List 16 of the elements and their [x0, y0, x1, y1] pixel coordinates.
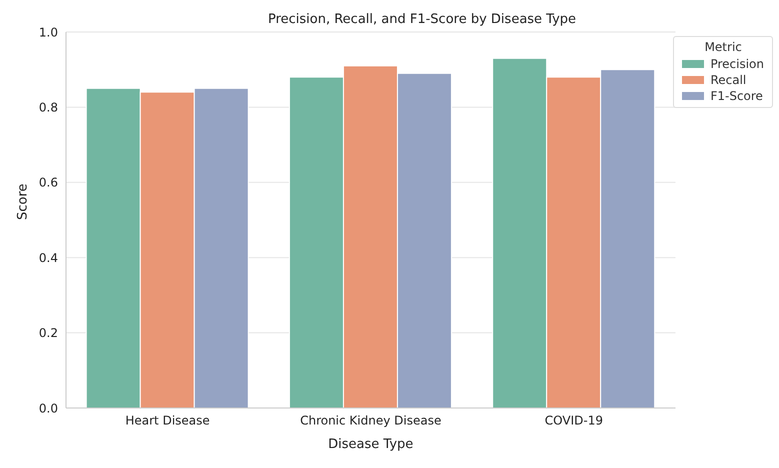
legend-label: Precision	[710, 56, 764, 72]
legend-label: F1-Score	[710, 88, 763, 104]
y-tick-label: 0.2	[38, 326, 58, 340]
x-axis-title: Disease Type	[328, 437, 414, 452]
legend-label: Recall	[710, 72, 746, 88]
x-tick-label: COVID-19	[544, 414, 603, 428]
x-tick-label: Chronic Kidney Disease	[300, 414, 442, 428]
y-tick-label: 0.0	[38, 401, 58, 416]
y-tick-label: 0.8	[38, 100, 58, 114]
y-tick-label: 0.4	[38, 250, 58, 265]
y-tick-label: 0.6	[38, 176, 58, 190]
legend-title: Metric	[704, 40, 743, 54]
y-tick-label: 1.0	[38, 25, 58, 40]
chart-title: Precision, Recall, and F1-Score by Disease Type	[266, 12, 578, 27]
y-axis-title: Score	[16, 184, 31, 220]
x-tick-label: Heart Disease	[125, 414, 210, 428]
